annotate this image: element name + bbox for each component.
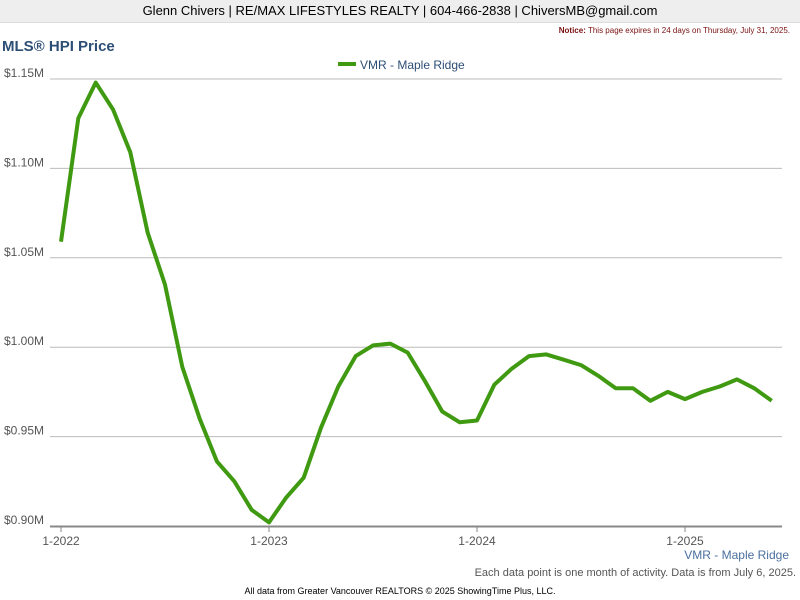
note: Each data point is one month of activity… bbox=[475, 567, 796, 579]
series-label: VMR - Maple Ridge bbox=[684, 548, 789, 562]
source: All data from Greater Vancouver REALTORS… bbox=[245, 586, 556, 596]
y-tick-label: $0.95M bbox=[4, 424, 44, 438]
legend-label: VMR - Maple Ridge bbox=[360, 58, 465, 72]
line-series bbox=[59, 80, 773, 525]
chart-title: MLS® HPI Price bbox=[2, 38, 115, 55]
y-tick-label: $1.05M bbox=[4, 245, 44, 259]
x-tick-label: 1-2024 bbox=[458, 534, 496, 548]
y-tick-label: $1.10M bbox=[4, 155, 44, 169]
x-tick-label: 1-2023 bbox=[250, 534, 288, 548]
x-tick-label: 1-2025 bbox=[666, 534, 704, 548]
notice: Notice: This page expires in 24 days on … bbox=[559, 26, 790, 35]
contact: Glenn Chivers | RE/MAX LIFESTYLES REALTY… bbox=[142, 3, 658, 18]
y-tick-label: $1.15M bbox=[4, 66, 44, 80]
contact-bar: Glenn Chivers | RE/MAX LIFESTYLES REALTY… bbox=[0, 0, 800, 23]
notice-label: Notice: bbox=[558, 26, 586, 35]
y-tick-label: $0.90M bbox=[4, 513, 44, 527]
notice-text: This page expires in 24 days on Thursday… bbox=[587, 26, 790, 35]
x-tick-label: 1-2022 bbox=[42, 534, 80, 548]
y-tick-label: $1.00M bbox=[4, 334, 44, 348]
